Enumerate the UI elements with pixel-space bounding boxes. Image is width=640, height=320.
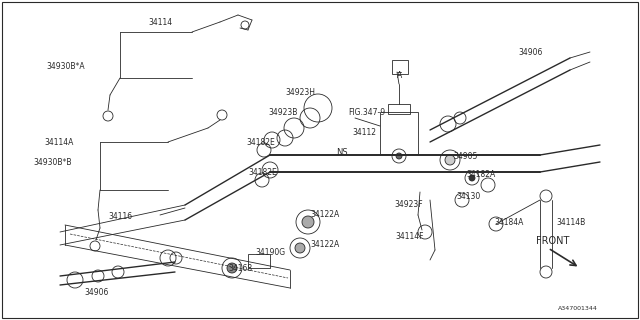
- Text: 34182A: 34182A: [466, 170, 495, 179]
- Bar: [248, 254, 270, 268]
- Text: 34906: 34906: [518, 48, 542, 57]
- Text: 34114A: 34114A: [44, 138, 74, 147]
- Text: 34112: 34112: [352, 128, 376, 137]
- Circle shape: [295, 243, 305, 253]
- Text: 34114B: 34114B: [556, 218, 585, 227]
- Text: 34114: 34114: [148, 18, 172, 27]
- Circle shape: [302, 216, 314, 228]
- Text: 34130: 34130: [456, 192, 480, 201]
- Text: 34906: 34906: [84, 288, 108, 297]
- Text: 34122A: 34122A: [310, 240, 339, 249]
- Text: 34182E: 34182E: [248, 168, 276, 177]
- Text: 34923B: 34923B: [268, 108, 298, 117]
- Circle shape: [227, 263, 237, 273]
- Text: A: A: [397, 70, 403, 79]
- Text: FRONT: FRONT: [536, 236, 570, 246]
- Text: 34930B*A: 34930B*A: [46, 62, 84, 71]
- Text: A347001344: A347001344: [558, 306, 598, 311]
- Text: 34182E: 34182E: [246, 138, 275, 147]
- Text: 34116: 34116: [108, 212, 132, 221]
- Text: 34905: 34905: [453, 152, 477, 161]
- Text: 34923F: 34923F: [394, 200, 422, 209]
- Text: NS: NS: [336, 148, 348, 157]
- Bar: [392, 60, 408, 74]
- Circle shape: [445, 155, 455, 165]
- Text: 34190G: 34190G: [255, 248, 285, 257]
- Bar: [380, 112, 418, 154]
- Text: 34930B*B: 34930B*B: [33, 158, 72, 167]
- Text: 34114F: 34114F: [395, 232, 424, 241]
- Text: 34184A: 34184A: [494, 218, 524, 227]
- Text: 34122A: 34122A: [310, 210, 339, 219]
- Circle shape: [396, 153, 402, 159]
- Text: FIG.347-9: FIG.347-9: [348, 108, 385, 117]
- Text: 34923H: 34923H: [285, 88, 315, 97]
- Bar: [388, 104, 410, 114]
- Text: 34168: 34168: [228, 264, 252, 273]
- Circle shape: [469, 175, 475, 181]
